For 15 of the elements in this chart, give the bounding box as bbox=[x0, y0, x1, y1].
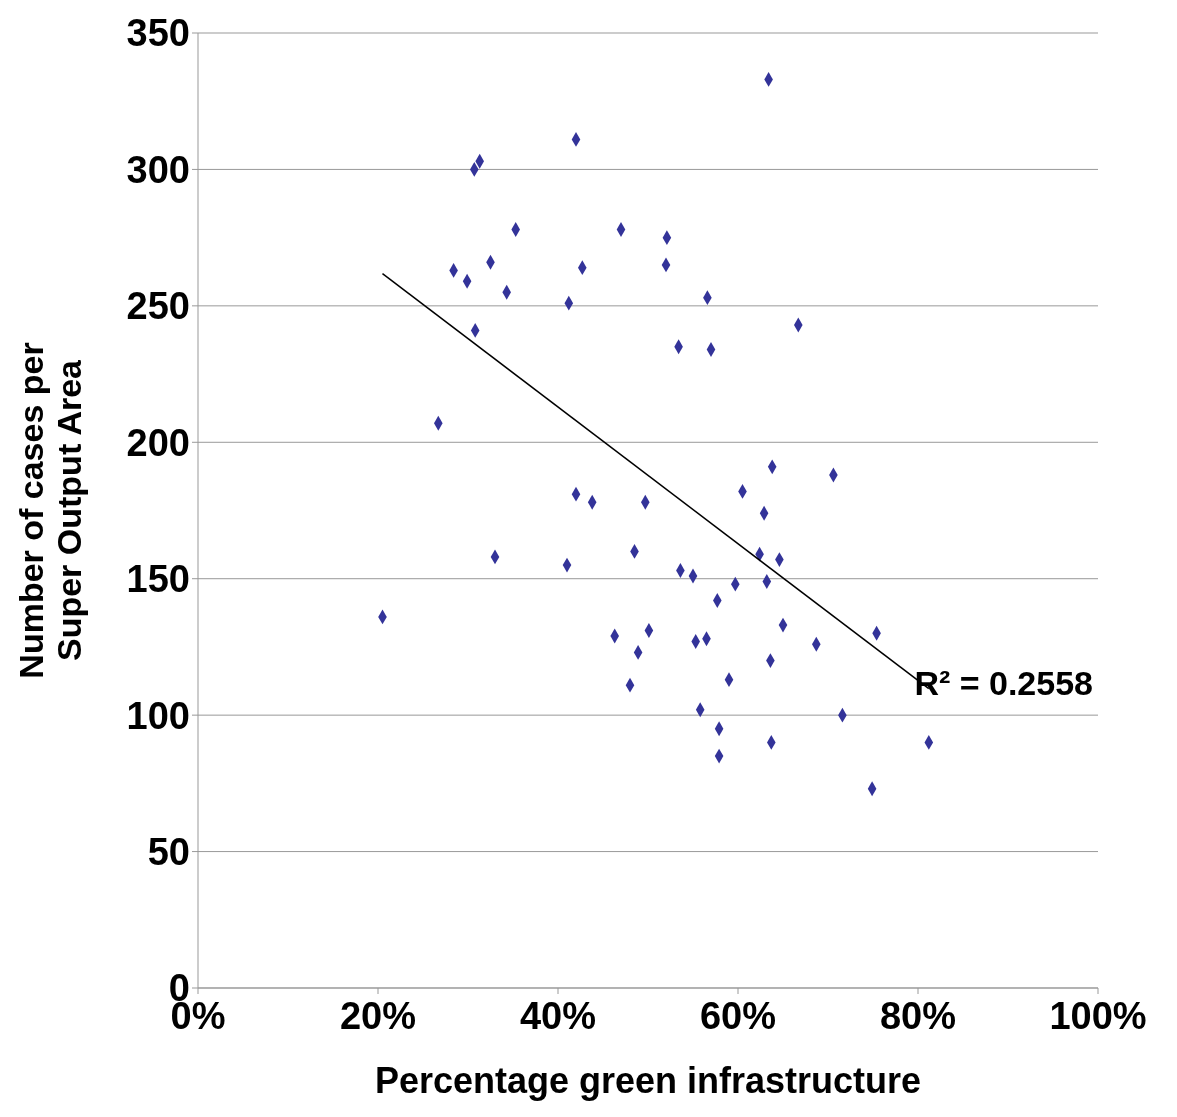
y-tick-label: 250 bbox=[126, 285, 190, 328]
y-tick-label: 200 bbox=[126, 421, 190, 464]
y-tick-label: 150 bbox=[126, 558, 190, 601]
y-tick-label: 100 bbox=[126, 694, 190, 737]
y-tick-label: 50 bbox=[147, 831, 190, 874]
y-axis-title: Number of cases per Super Output Area bbox=[12, 342, 88, 679]
x-tick-label: 60% bbox=[699, 994, 777, 1037]
x-tick-label: 100% bbox=[1049, 994, 1147, 1037]
x-tick-label: 80% bbox=[879, 994, 957, 1037]
y-tick-label: 300 bbox=[126, 148, 190, 191]
annotation: R² = 0.2558 bbox=[914, 664, 1093, 702]
x-tick-label: 20% bbox=[339, 994, 417, 1037]
y-tick-label: 350 bbox=[126, 12, 190, 55]
x-tick-label: 40% bbox=[519, 994, 597, 1037]
x-axis-title: Percentage green infrastructure bbox=[374, 1060, 922, 1101]
